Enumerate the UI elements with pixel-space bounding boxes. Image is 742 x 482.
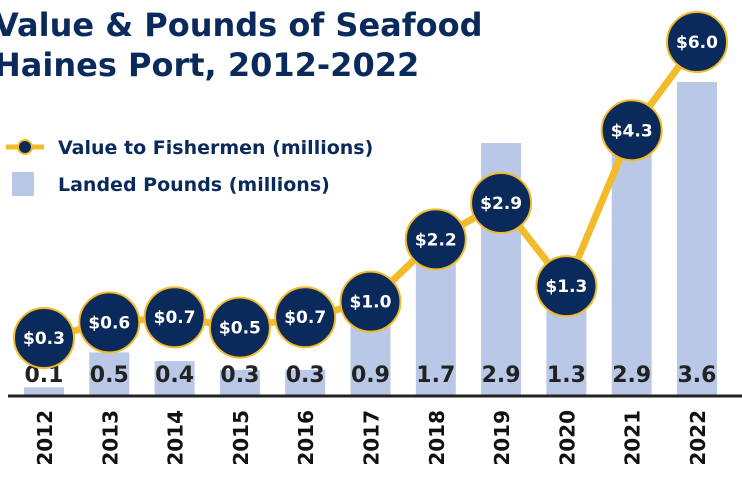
bar-2012 xyxy=(24,387,64,396)
value-label-2012: $0.3 xyxy=(23,329,65,349)
x-tick-2016: 2016 xyxy=(294,410,318,466)
value-label-2021: $4.3 xyxy=(611,121,653,141)
bar-label-2020: 1.3 xyxy=(547,363,586,388)
value-label-2013: $0.6 xyxy=(88,313,130,333)
value-label-2020: $1.3 xyxy=(545,277,587,297)
legend-line-marker xyxy=(17,139,33,155)
x-tick-2014: 2014 xyxy=(164,410,188,466)
bar-label-2014: 0.4 xyxy=(155,363,194,388)
value-marker-2013 xyxy=(78,291,141,354)
x-tick-2013: 2013 xyxy=(98,410,122,466)
legend-label-pounds: Landed Pounds (millions) xyxy=(58,174,330,196)
x-tick-2020: 2020 xyxy=(555,410,579,466)
legend-label-value: Value to Fishermen (millions) xyxy=(58,137,373,159)
value-marker-2022 xyxy=(666,11,728,73)
value-label-2022: $6.0 xyxy=(676,33,718,53)
bar-2013 xyxy=(89,352,130,396)
x-tick-2019: 2019 xyxy=(490,410,514,466)
bar-2018 xyxy=(415,247,456,396)
bar-label-2013: 0.5 xyxy=(90,363,129,388)
value-marker-2018 xyxy=(404,208,467,271)
value-marker-2012 xyxy=(13,307,75,369)
bar-label-2015: 0.3 xyxy=(220,363,259,388)
bar-2021 xyxy=(611,143,652,396)
x-tick-2015: 2015 xyxy=(229,410,253,466)
bar-label-2018: 1.7 xyxy=(416,363,455,388)
bar-label-2019: 2.9 xyxy=(482,363,521,388)
legend: Value to Fishermen (millions) Landed Pou… xyxy=(6,137,373,196)
value-marker-2017 xyxy=(339,270,402,333)
x-tick-2018: 2018 xyxy=(425,410,449,466)
value-label-2015: $0.5 xyxy=(219,319,261,339)
bar-2014 xyxy=(154,361,195,396)
chart-title-line-2: Haines Port, 2012-2022 xyxy=(0,46,419,84)
value-marker-2021 xyxy=(600,99,663,162)
bar-2016 xyxy=(285,369,326,396)
x-tick-2022: 2022 xyxy=(686,410,710,466)
bar-label-2021: 2.9 xyxy=(612,363,651,388)
value-marker-2015 xyxy=(208,296,271,359)
x-tick-2017: 2017 xyxy=(360,410,384,466)
bar-label-2022: 3.6 xyxy=(678,363,717,388)
markers-layer: $0.3 $0.6 $0.7 $0.5 $0.7 $1.0 $2.2 $2.9 $1.3 $4.3… xyxy=(13,11,728,369)
legend-bar-swatch xyxy=(12,172,34,196)
value-marker-2016 xyxy=(274,286,337,349)
x-tick-2021: 2021 xyxy=(621,410,645,466)
value-label-2018: $2.2 xyxy=(415,230,457,250)
value-marker-2020 xyxy=(535,255,598,318)
value-marker-2014 xyxy=(143,286,206,349)
chart-title-line-1: Value & Pounds of Seafood xyxy=(0,6,483,44)
value-label-2017: $1.0 xyxy=(350,293,392,313)
bar-label-2017: 0.9 xyxy=(351,363,390,388)
value-label-2014: $0.7 xyxy=(154,308,196,328)
bar-label-2016: 0.3 xyxy=(286,363,325,388)
x-tick-2012: 2012 xyxy=(33,410,57,466)
value-label-2019: $2.9 xyxy=(480,194,522,214)
value-marker-2019 xyxy=(470,171,533,234)
bar-labels-layer: 0.1 0.5 0.4 0.3 0.3 0.9 1.7 2.9 1.3 2.9 3.6 xyxy=(25,363,717,388)
x-tick-labels: 2012 2013 2014 2015 2016 2017 2018 2019 2020 2021… xyxy=(33,410,710,466)
value-label-2016: $0.7 xyxy=(284,308,326,328)
bar-2022 xyxy=(677,82,717,396)
bar-2015 xyxy=(219,369,260,396)
